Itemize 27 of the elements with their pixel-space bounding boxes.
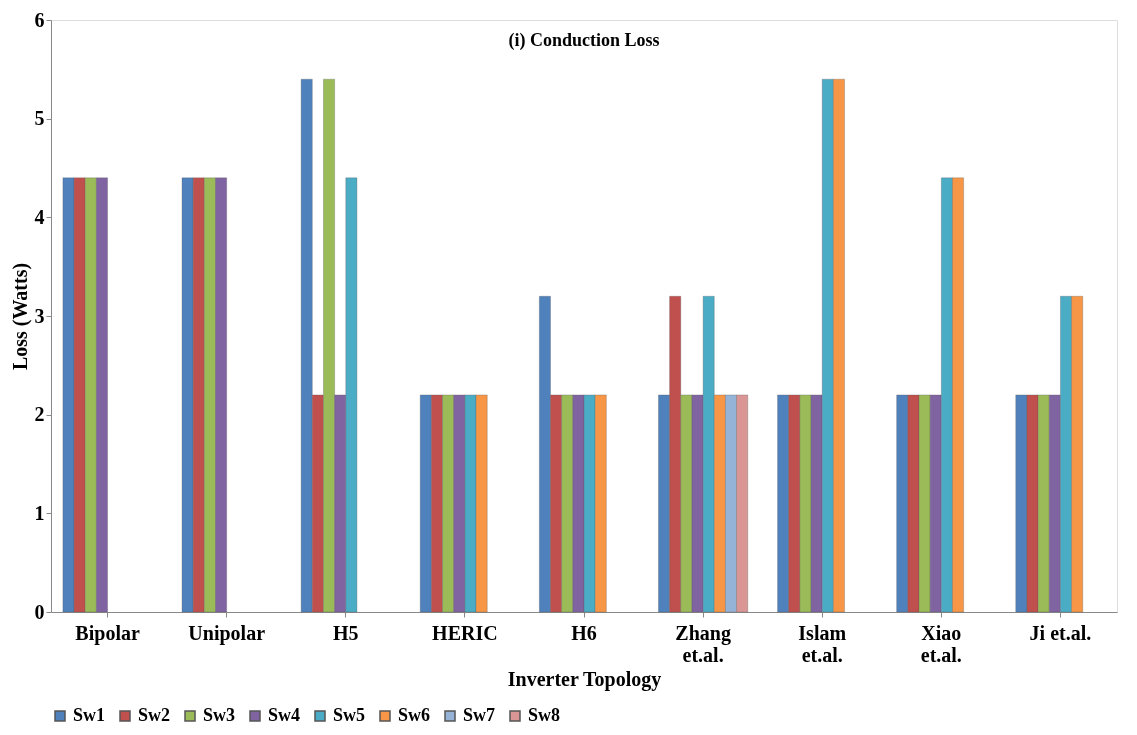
legend-label: Sw8 xyxy=(528,705,561,725)
legend-label: Sw3 xyxy=(203,705,236,725)
x-tick-label: Islam et.al. xyxy=(798,621,847,666)
legend-label: Sw1 xyxy=(73,705,106,725)
legend-label: Sw5 xyxy=(333,705,366,725)
y-tick-label: 3 xyxy=(34,304,45,327)
y-tick-label: 5 xyxy=(34,107,45,130)
x-tick-label: H6 xyxy=(571,621,597,644)
y-tick-label: 2 xyxy=(34,403,45,426)
x-tick-label: Xiao et.al. xyxy=(920,621,962,666)
y-tick-label: 1 xyxy=(34,501,45,524)
legend-label: Sw4 xyxy=(268,705,301,725)
y-tick-label: 4 xyxy=(34,205,45,228)
y-axis-title: Loss (Watts) xyxy=(8,262,32,371)
x-tick-label: Ji et.al. xyxy=(1029,621,1092,644)
x-tick-label: Zhang et.al. xyxy=(675,621,731,666)
x-tick-label: HERIC xyxy=(432,621,498,644)
legend-label: Sw2 xyxy=(138,705,171,725)
text: (i) Conduction Loss xyxy=(508,30,660,51)
legend-label: Sw6 xyxy=(398,705,431,725)
x-axis-title: Inverter Topology xyxy=(507,667,662,691)
x-tick-label: Bipolar xyxy=(75,621,140,645)
y-tick-label: 6 xyxy=(34,8,45,31)
x-tick-label: H5 xyxy=(333,621,359,644)
legend-label: Sw7 xyxy=(463,705,496,725)
y-tick-label: 0 xyxy=(34,600,45,623)
x-tick-label: Unipolar xyxy=(188,621,266,645)
